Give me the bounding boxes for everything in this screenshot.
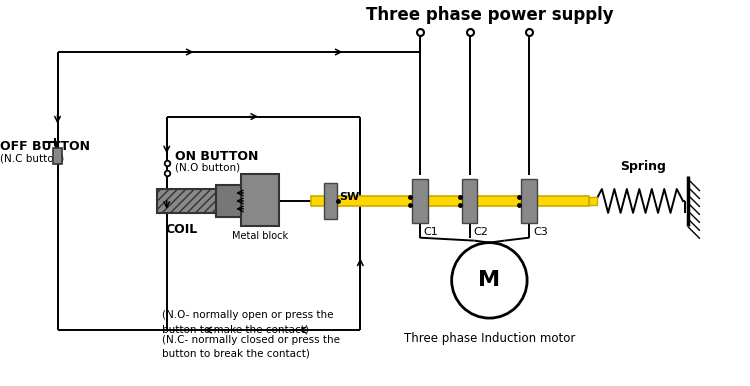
Bar [589, 197, 596, 205]
Text: C2: C2 [473, 227, 488, 237]
Text: OFF BUTTON: OFF BUTTON [0, 140, 90, 153]
Bar [310, 196, 589, 206]
Text: (N.O- normally open or press the
button to make the contact): (N.O- normally open or press the button … [162, 310, 333, 334]
Text: ON BUTTON: ON BUTTON [175, 150, 258, 163]
Bar [216, 185, 242, 217]
Bar [157, 189, 216, 213]
Bar [53, 148, 62, 164]
Text: Spring: Spring [620, 160, 666, 173]
Text: COIL: COIL [166, 223, 198, 236]
Text: SW: SW [340, 192, 360, 202]
Text: M: M [478, 270, 500, 290]
Text: Three phase power supply: Three phase power supply [365, 6, 614, 24]
Bar [323, 183, 338, 219]
Bar [521, 179, 537, 223]
Text: C3: C3 [533, 227, 548, 237]
Text: (N.O button): (N.O button) [175, 162, 240, 172]
Text: (N.C button): (N.C button) [0, 153, 64, 163]
Bar [412, 179, 428, 223]
Text: Three phase Induction motor: Three phase Induction motor [404, 332, 575, 345]
Text: Metal block: Metal block [232, 231, 288, 241]
Text: C1: C1 [424, 227, 439, 237]
Text: (N.C- normally closed or press the
button to break the contact): (N.C- normally closed or press the butto… [162, 335, 340, 359]
Bar [242, 174, 279, 226]
Bar [461, 179, 478, 223]
